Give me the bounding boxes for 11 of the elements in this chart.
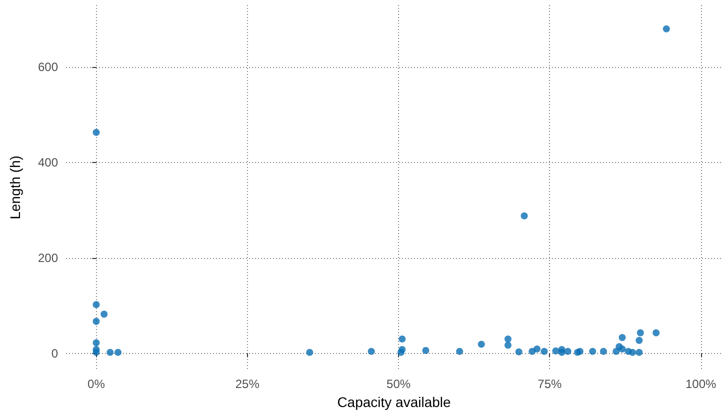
x-tick-label: 50%: [386, 377, 411, 391]
y-tick-label: 600: [38, 60, 58, 74]
x-tick-label: 0%: [88, 377, 106, 391]
y-tick-label: 400: [38, 155, 58, 170]
x-tick-label: 75%: [538, 377, 562, 391]
x-tick-label: 25%: [235, 377, 260, 391]
x-axis-title: Capacity available: [337, 394, 452, 410]
y-tick-label: 0: [51, 346, 58, 360]
y-axis-title: Length (h): [7, 156, 23, 220]
x-tick-label: 100%: [685, 377, 717, 391]
y-tick-label: 200: [38, 250, 58, 265]
